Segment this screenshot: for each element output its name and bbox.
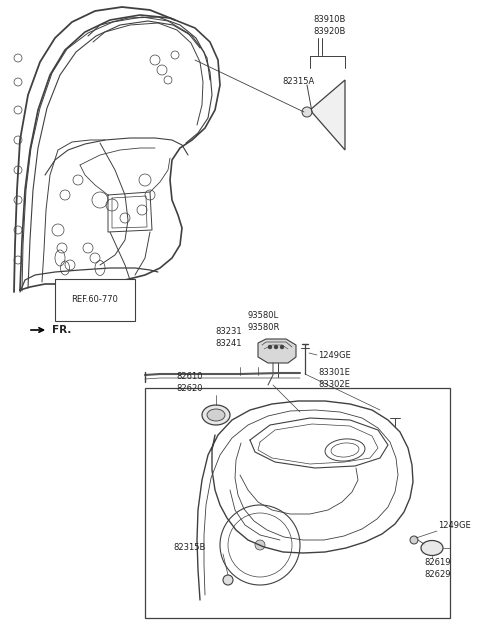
Text: 82619
82629: 82619 82629 bbox=[425, 558, 451, 579]
Text: FR.: FR. bbox=[52, 325, 72, 335]
Circle shape bbox=[302, 107, 312, 117]
Ellipse shape bbox=[421, 541, 443, 555]
Text: 83910B
83920B: 83910B 83920B bbox=[314, 15, 346, 36]
Text: REF.60-770: REF.60-770 bbox=[72, 295, 119, 305]
Circle shape bbox=[410, 536, 418, 544]
Circle shape bbox=[255, 540, 265, 550]
Text: 93580L
93580R: 93580L 93580R bbox=[248, 311, 280, 332]
Ellipse shape bbox=[202, 405, 230, 425]
Text: 82315A: 82315A bbox=[282, 78, 314, 86]
Ellipse shape bbox=[207, 409, 225, 421]
Text: 83301E
83302E: 83301E 83302E bbox=[318, 368, 350, 389]
Polygon shape bbox=[310, 80, 345, 150]
Circle shape bbox=[223, 575, 233, 585]
Text: 1249GE: 1249GE bbox=[438, 521, 471, 530]
Circle shape bbox=[268, 345, 272, 349]
Text: 1249GE: 1249GE bbox=[318, 350, 351, 360]
Text: 82610
82620: 82610 82620 bbox=[177, 372, 203, 393]
Circle shape bbox=[280, 345, 284, 349]
Text: 82315B: 82315B bbox=[174, 543, 206, 552]
Circle shape bbox=[274, 345, 278, 349]
Polygon shape bbox=[258, 339, 296, 363]
Bar bbox=[145, 388, 450, 618]
Text: 83231
83241: 83231 83241 bbox=[215, 327, 241, 348]
